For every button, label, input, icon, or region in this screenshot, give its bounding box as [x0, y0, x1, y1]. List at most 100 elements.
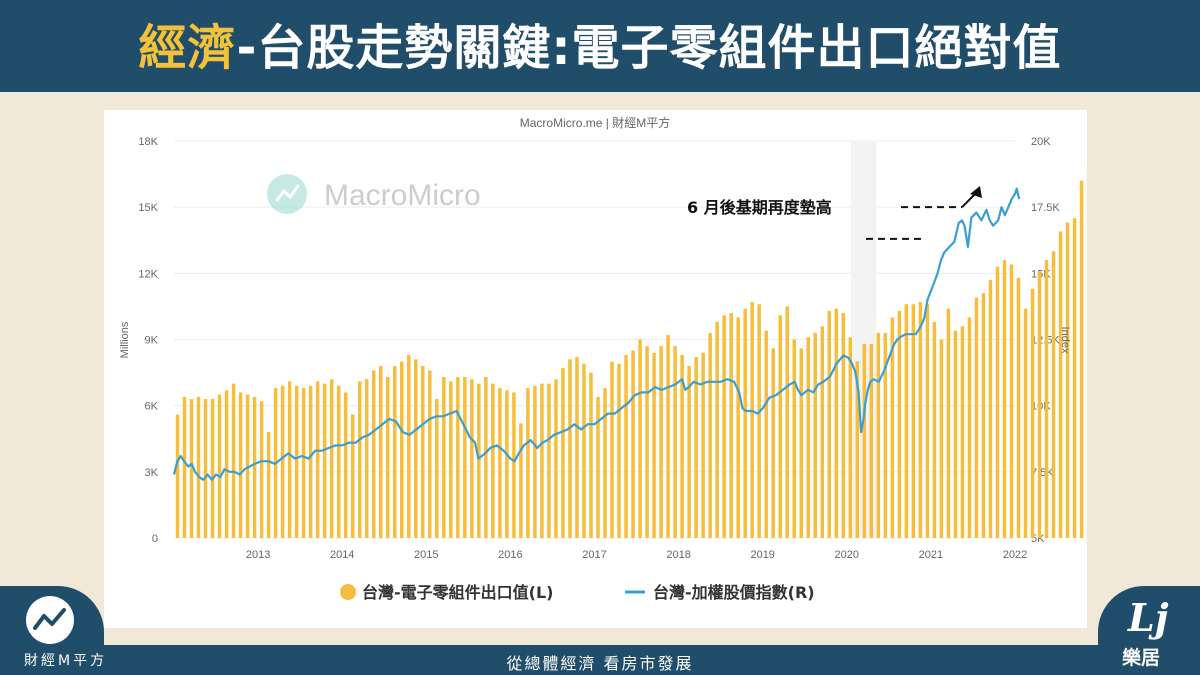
bar	[491, 383, 495, 538]
bar	[1058, 231, 1063, 538]
bar	[315, 381, 320, 538]
legend-bar-marker	[340, 584, 356, 600]
bar	[428, 370, 432, 538]
bar	[561, 368, 565, 538]
x-tick-label: 2013	[246, 549, 270, 561]
bar	[988, 279, 993, 538]
bar	[617, 363, 621, 538]
bar	[715, 321, 719, 538]
legend-line-label: 台灣-加權股價指數(R)	[653, 583, 815, 602]
bar	[757, 304, 761, 538]
bar	[484, 376, 488, 538]
bar	[259, 401, 264, 538]
bar	[1051, 251, 1056, 538]
y-left-tick-label: 0	[152, 533, 158, 545]
bar	[1065, 222, 1070, 538]
y-left-tick-label: 9K	[145, 335, 159, 347]
bar	[869, 343, 874, 538]
bar	[953, 330, 958, 538]
bar	[175, 414, 180, 538]
bar	[981, 293, 986, 538]
bar	[729, 313, 733, 538]
bar	[638, 339, 642, 538]
y-left-tick-label: 15K	[138, 202, 158, 214]
bar	[400, 361, 404, 538]
annotation-text: 6 月後基期再度墊高	[687, 198, 832, 217]
y-left-axis-title: Millions	[119, 321, 131, 358]
bar	[995, 266, 1000, 538]
bar	[526, 388, 530, 538]
bar	[911, 304, 916, 538]
bar	[1016, 277, 1021, 538]
watermark-text: MacroMicro	[324, 179, 481, 212]
bar	[386, 376, 390, 538]
y-right-tick-label: 7.5K	[1031, 467, 1054, 479]
bar	[294, 385, 299, 538]
bar	[750, 302, 754, 538]
bar	[631, 350, 635, 538]
bar	[806, 337, 811, 538]
bar	[589, 372, 593, 538]
bar	[287, 381, 292, 538]
bar	[329, 379, 334, 538]
bar	[596, 396, 600, 538]
leju-logo-icon: Lj	[1128, 595, 1169, 640]
title-text: -台股走勢關鍵:電子零組件出口絕對值	[236, 20, 1062, 76]
bar	[876, 332, 881, 538]
bar	[540, 383, 544, 538]
bar	[799, 348, 803, 538]
bar	[343, 392, 348, 538]
bar	[939, 339, 944, 538]
bar	[778, 315, 782, 538]
bar	[1079, 180, 1084, 538]
left-brand-name: 財經M平方	[24, 653, 108, 669]
bar	[918, 302, 923, 538]
bar	[890, 317, 895, 538]
bar	[182, 396, 187, 538]
bar	[603, 388, 607, 538]
bar	[1002, 260, 1007, 538]
bar	[925, 304, 930, 538]
bar	[308, 385, 313, 538]
bar	[659, 346, 663, 538]
bar	[960, 326, 965, 538]
x-tick-label: 2022	[1003, 549, 1027, 561]
bar	[407, 354, 411, 538]
bar	[414, 359, 418, 538]
bar	[813, 332, 818, 538]
bar	[624, 354, 628, 538]
y-left-tick-label: 18K	[138, 136, 158, 148]
bar	[673, 346, 677, 538]
bar	[568, 359, 572, 538]
bar	[393, 365, 397, 538]
bar	[505, 390, 509, 538]
bar	[771, 348, 775, 538]
bar	[301, 388, 306, 538]
bar	[1009, 264, 1014, 538]
y-right-tick-label: 20K	[1031, 136, 1051, 148]
bar	[862, 343, 867, 538]
bar	[210, 399, 215, 538]
bar	[680, 354, 684, 538]
bar	[897, 310, 902, 538]
bar	[378, 365, 383, 538]
index-line	[172, 187, 1021, 481]
bar	[1030, 288, 1035, 538]
bar	[722, 315, 726, 538]
bar	[575, 357, 579, 538]
header-bar	[0, 0, 1200, 92]
bar	[848, 337, 853, 538]
bar	[519, 423, 523, 538]
bar	[421, 365, 425, 538]
bar	[224, 390, 229, 538]
bar	[827, 310, 832, 538]
y-left-tick-label: 3K	[145, 467, 159, 479]
bar	[449, 381, 453, 538]
bar	[463, 376, 467, 538]
bar	[554, 379, 558, 538]
bar	[189, 399, 194, 538]
bar	[932, 321, 937, 538]
bar	[841, 313, 846, 538]
bar	[974, 297, 979, 538]
bar	[764, 330, 768, 538]
